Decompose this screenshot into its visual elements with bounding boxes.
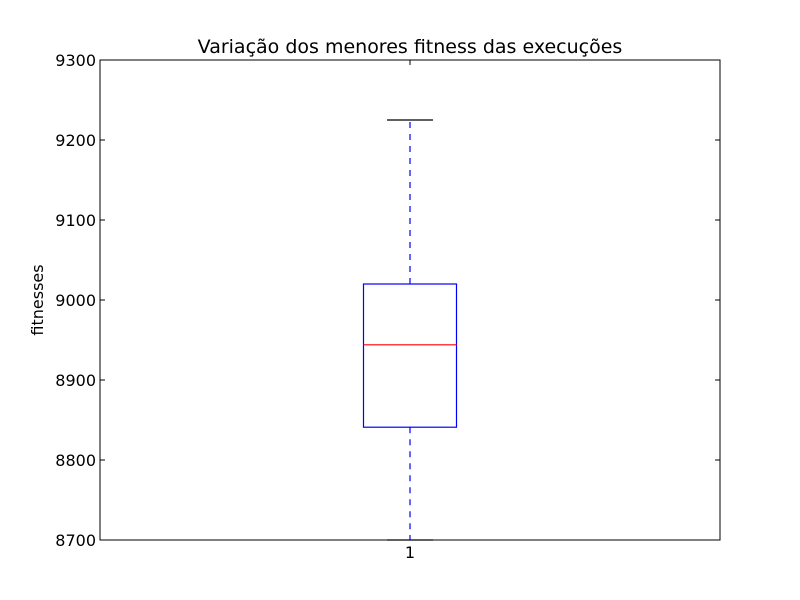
- y-tick-label: 9300: [55, 51, 96, 70]
- y-tick-label: 8800: [55, 451, 96, 470]
- y-tick-label: 9200: [55, 131, 96, 150]
- y-tick-label: 8900: [55, 371, 96, 390]
- box-group: [362, 119, 458, 541]
- y-tick-label: 8700: [55, 531, 96, 550]
- iqr-box: [362, 283, 458, 428]
- y-tick-label: 9100: [55, 211, 96, 230]
- chart-title: Variação dos menores fitness das execuçõ…: [198, 36, 623, 58]
- box-1: [362, 119, 458, 541]
- y-axis-ticks: 8700 8800 8900 9000 9100 9200 9300: [55, 51, 720, 550]
- y-axis-title: fitnesses: [28, 264, 47, 335]
- y-tick-label: 9000: [55, 291, 96, 310]
- x-tick-label: 1: [405, 543, 415, 562]
